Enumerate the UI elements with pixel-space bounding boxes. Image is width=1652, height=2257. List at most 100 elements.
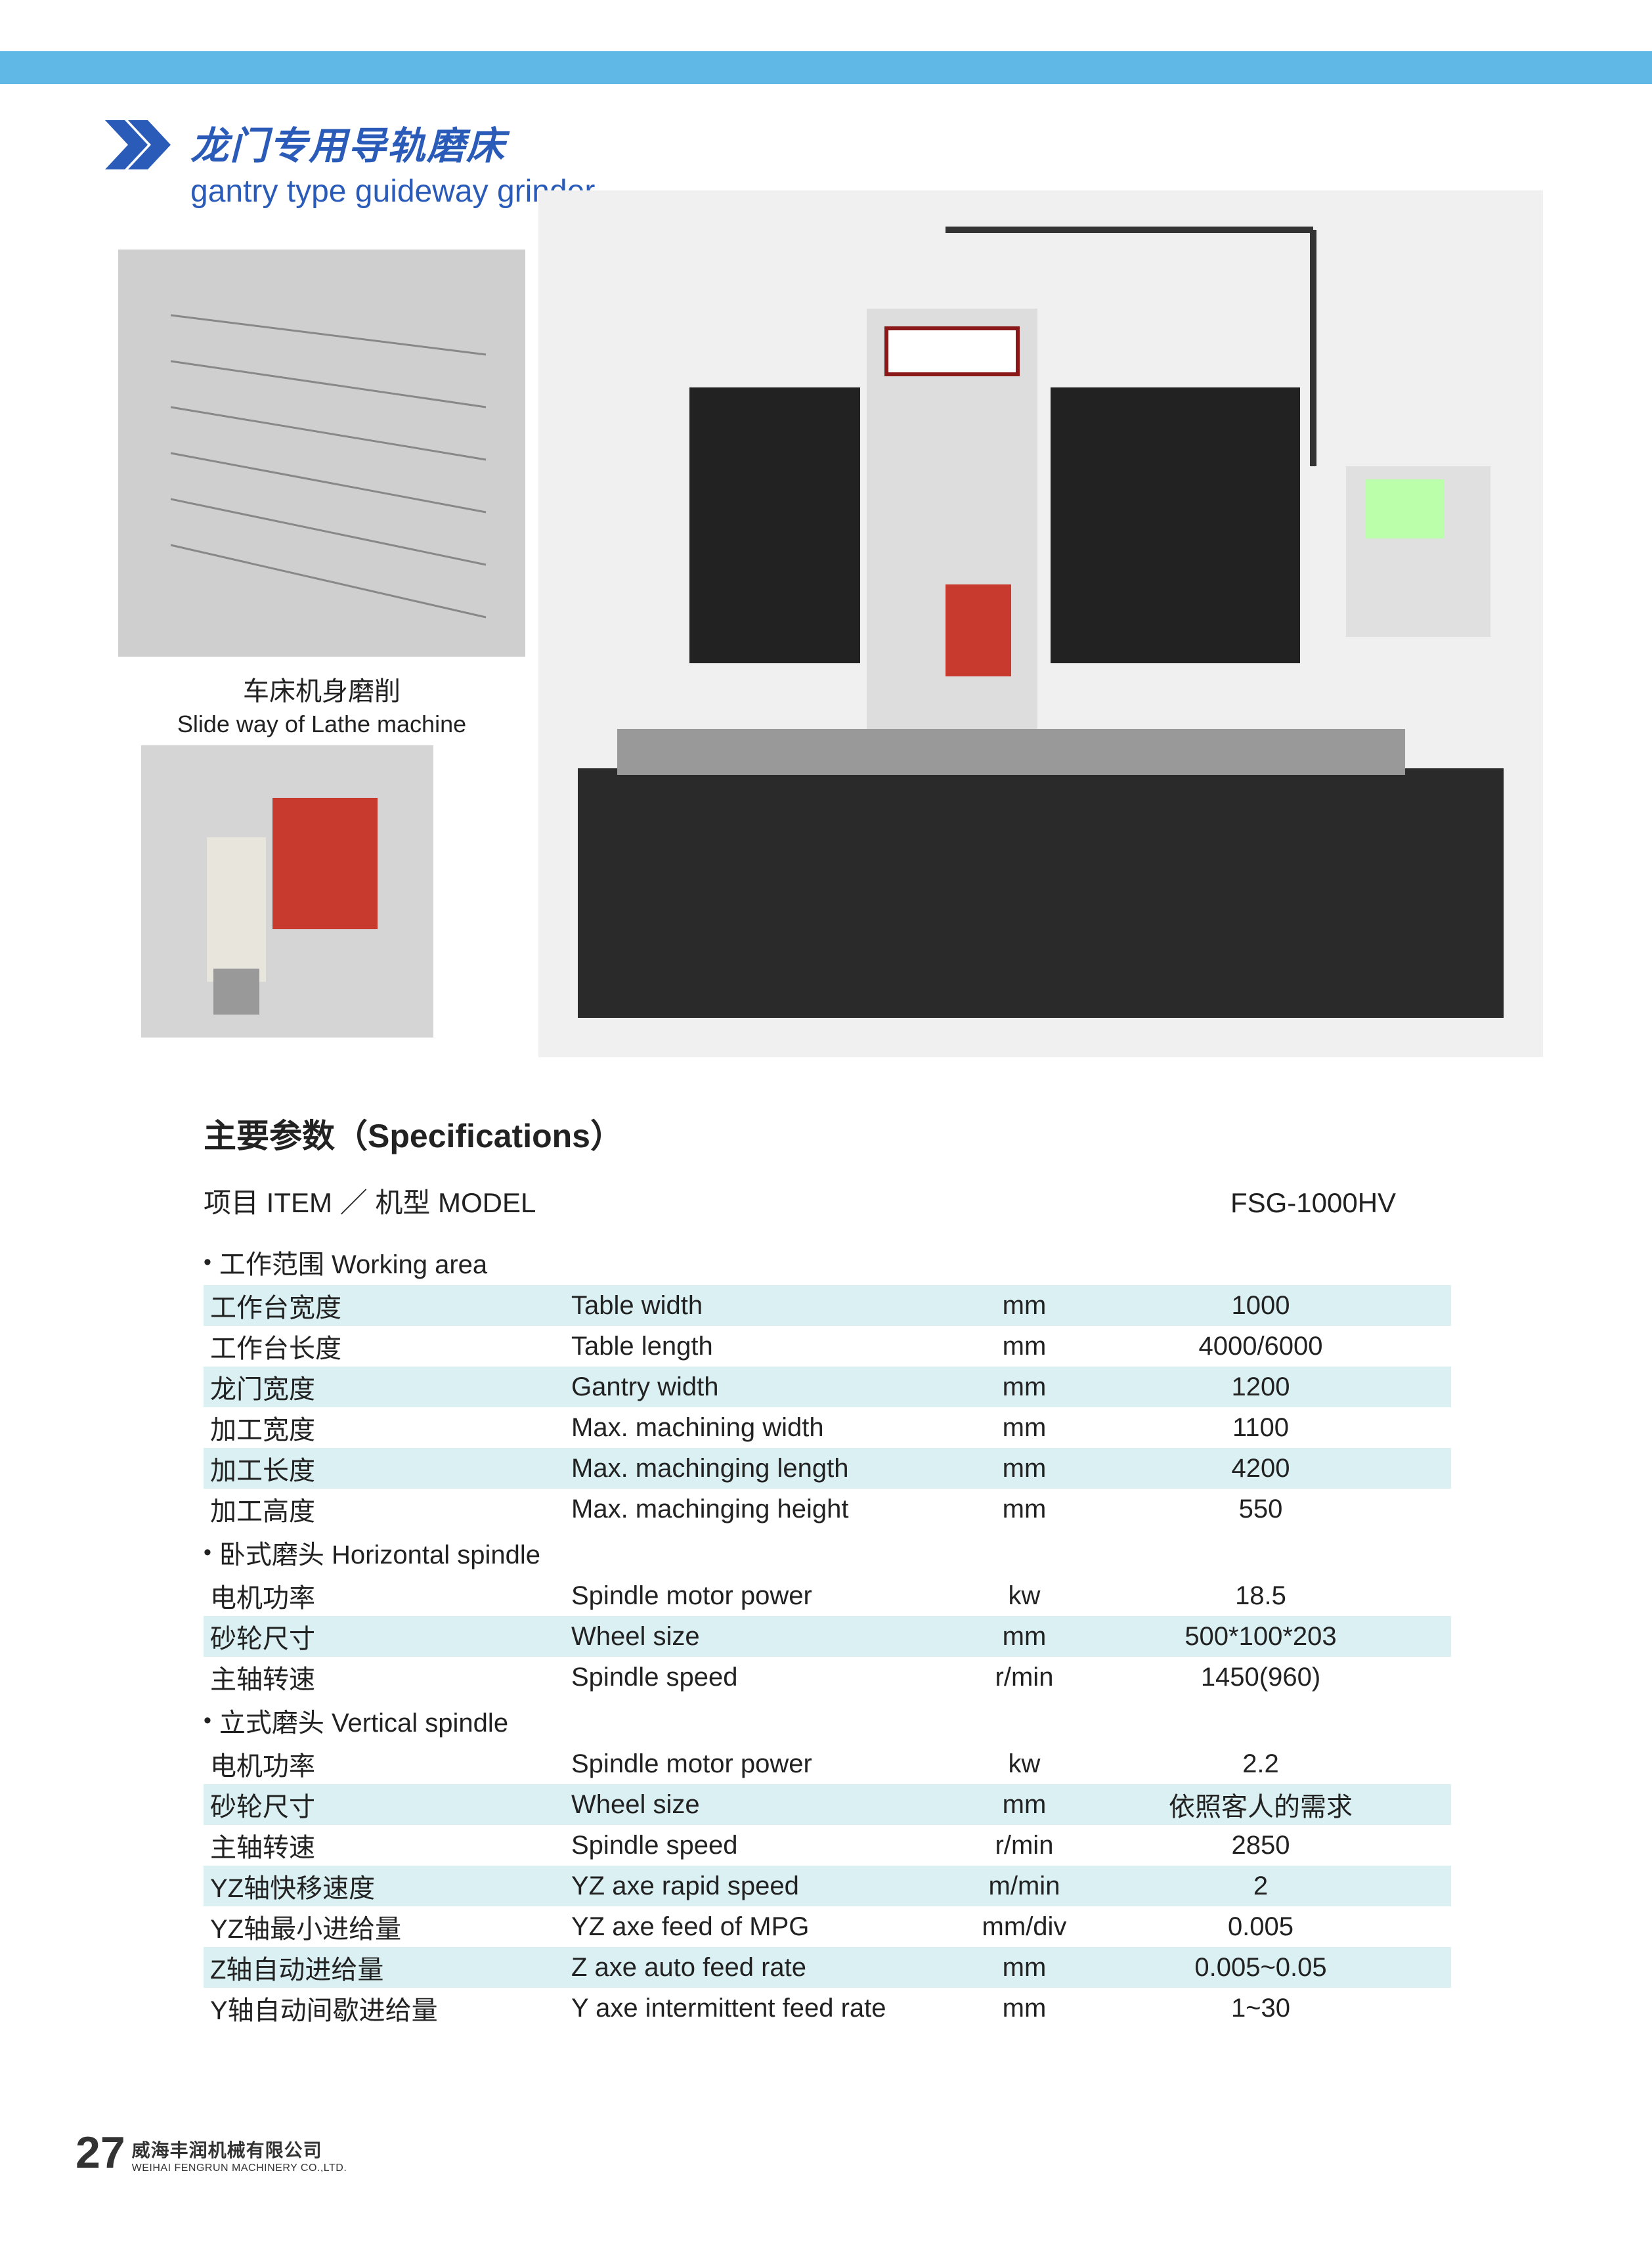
spec-row: 工作台长度Table lengthmm4000/6000 (204, 1326, 1451, 1367)
spec-cn: 电机功率 (204, 1745, 571, 1783)
title-en: gantry type guideway grinder (190, 173, 595, 209)
double-chevron-right-icon (105, 120, 171, 169)
spec-unit: mm (926, 1332, 1123, 1361)
spec-unit: mm (926, 1454, 1123, 1483)
spec-en: Wheel size (571, 1790, 926, 1820)
spec-cn: 加工高度 (204, 1490, 571, 1528)
top-bar (0, 51, 1652, 84)
bullet-icon: • (204, 1540, 211, 1566)
spec-row: 加工高度Max. machinging heightmm550 (204, 1489, 1451, 1529)
spec-en: YZ axe feed of MPG (571, 1912, 926, 1942)
spec-cn: 砂轮尺寸 (204, 1617, 571, 1655)
spec-value: 4200 (1123, 1454, 1399, 1483)
spec-value: 1200 (1123, 1372, 1399, 1402)
spec-cn: Y轴自动间歇进给量 (204, 1989, 571, 2027)
caption-cn: 车床机身磨削 (118, 670, 525, 708)
spec-row: 主轴转速Spindle speedr/min1450(960) (204, 1657, 1451, 1698)
bullet-icon: • (204, 1250, 211, 1275)
spec-value: 500*100*203 (1123, 1622, 1399, 1652)
spec-unit: mm (926, 1291, 1123, 1321)
spec-unit: mm (926, 1413, 1123, 1443)
section-label: 工作范围 Working area (219, 1243, 487, 1281)
spec-en: Y axe intermittent feed rate (571, 1994, 926, 2023)
spec-cn: 砂轮尺寸 (204, 1786, 571, 1824)
section-label: 立式磨头 Vertical spindle (219, 1701, 508, 1740)
spec-unit: mm (926, 1372, 1123, 1402)
specs-body: • 工作范围 Working area 工作台宽度Table widthmm1000… (204, 1239, 1451, 2028)
spec-en: Spindle speed (571, 1663, 926, 1692)
spec-unit: mm (926, 1622, 1123, 1652)
spec-unit: r/min (926, 1831, 1123, 1860)
spec-en: Max. machinging length (571, 1454, 926, 1483)
caption-en: Slide way of Lathe machine (118, 711, 525, 738)
spec-value: 4000/6000 (1123, 1332, 1399, 1361)
spec-en: Z axe auto feed rate (571, 1953, 926, 1983)
spec-value: 0.005~0.05 (1123, 1953, 1399, 1983)
spec-cn: Z轴自动进给量 (204, 1948, 571, 1986)
specs-section-header: • 工作范围 Working area (204, 1239, 1451, 1285)
spec-unit: mm/div (926, 1912, 1123, 1942)
specs-model: FSG-1000HV (1175, 1187, 1451, 1219)
spec-row: 砂轮尺寸Wheel sizemm500*100*203 (204, 1616, 1451, 1657)
spec-en: YZ axe rapid speed (571, 1872, 926, 1901)
spec-cn: 加工宽度 (204, 1409, 571, 1447)
spec-row: Y轴自动间歇进给量Y axe intermittent feed ratemm1… (204, 1988, 1451, 2028)
specs-header: 项目 ITEM ／ 机型 MODEL FSG-1000HV (204, 1181, 1451, 1221)
spec-cn: YZ轴最小进给量 (204, 1908, 571, 1946)
spec-unit: r/min (926, 1663, 1123, 1692)
spec-row: 电机功率Spindle motor powerkw18.5 (204, 1575, 1451, 1616)
spec-unit: kw (926, 1581, 1123, 1611)
title-cn: 龙门专用导轨磨床 (190, 115, 595, 170)
spec-cn: 工作台长度 (204, 1327, 571, 1365)
bullet-icon: • (204, 1708, 211, 1734)
spec-en: Max. machining width (571, 1413, 926, 1443)
spec-value: 1450(960) (1123, 1663, 1399, 1692)
footer-en: WEIHAI FENGRUN MACHINERY CO.,LTD. (132, 2162, 347, 2174)
spec-row: YZ轴最小进给量YZ axe feed of MPGmm/div0.005 (204, 1906, 1451, 1947)
footer-cn: 威海丰润机械有限公司 (132, 2136, 347, 2162)
spec-value: 2.2 (1123, 1749, 1399, 1779)
spec-row: 加工长度Max. machinging lengthmm4200 (204, 1448, 1451, 1489)
spec-cn: YZ轴快移速度 (204, 1867, 571, 1905)
specs-section-header: • 卧式磨头 Horizontal spindle (204, 1529, 1451, 1575)
spec-value: 0.005 (1123, 1912, 1399, 1942)
specs-section-header: • 立式磨头 Vertical spindle (204, 1698, 1451, 1743)
spec-value: 依照客人的需求 (1123, 1786, 1399, 1824)
spec-unit: kw (926, 1749, 1123, 1779)
spec-unit: mm (926, 1790, 1123, 1820)
spec-value: 2 (1123, 1872, 1399, 1901)
spec-row: 工作台宽度Table widthmm1000 (204, 1285, 1451, 1326)
spec-en: Max. machinging height (571, 1495, 926, 1524)
spec-unit: m/min (926, 1872, 1123, 1901)
spec-en: Gantry width (571, 1372, 926, 1402)
spec-cn: 电机功率 (204, 1577, 571, 1615)
spec-unit: mm (926, 1994, 1123, 2023)
spec-cn: 龙门宽度 (204, 1368, 571, 1406)
spec-cn: 主轴转速 (204, 1826, 571, 1864)
spec-cn: 加工长度 (204, 1449, 571, 1487)
spec-value: 550 (1123, 1495, 1399, 1524)
spec-en: Spindle speed (571, 1831, 926, 1860)
spec-value: 2850 (1123, 1831, 1399, 1860)
spec-value: 1~30 (1123, 1994, 1399, 2023)
page-number: 27 (76, 2127, 125, 2178)
caption-slideway: 车床机身磨削 Slide way of Lathe machine (118, 670, 525, 738)
spec-value: 18.5 (1123, 1581, 1399, 1611)
footer-company: 威海丰润机械有限公司 WEIHAI FENGRUN MACHINERY CO.,… (132, 2136, 347, 2174)
spec-cn: 主轴转速 (204, 1658, 571, 1696)
page-header: 龙门专用导轨磨床 gantry type guideway grinder (105, 115, 595, 209)
spec-row: 砂轮尺寸Wheel sizemm依照客人的需求 (204, 1784, 1451, 1825)
spec-en: Spindle motor power (571, 1749, 926, 1779)
spec-row: 龙门宽度Gantry widthmm1200 (204, 1367, 1451, 1407)
spec-row: 电机功率Spindle motor powerkw2.2 (204, 1743, 1451, 1784)
title-block: 龙门专用导轨磨床 gantry type guideway grinder (190, 115, 595, 209)
spec-unit: mm (926, 1953, 1123, 1983)
spec-en: Spindle motor power (571, 1581, 926, 1611)
spec-en: Wheel size (571, 1622, 926, 1652)
page-footer: 27 威海丰润机械有限公司 WEIHAI FENGRUN MACHINERY C… (76, 2127, 347, 2178)
product-photo-machine (538, 190, 1543, 1057)
spec-value: 1100 (1123, 1413, 1399, 1443)
section-label: 卧式磨头 Horizontal spindle (219, 1533, 540, 1571)
specs-title: 主要参数（Specifications） (204, 1110, 1451, 1157)
spec-row: Z轴自动进给量Z axe auto feed ratemm0.005~0.05 (204, 1947, 1451, 1988)
